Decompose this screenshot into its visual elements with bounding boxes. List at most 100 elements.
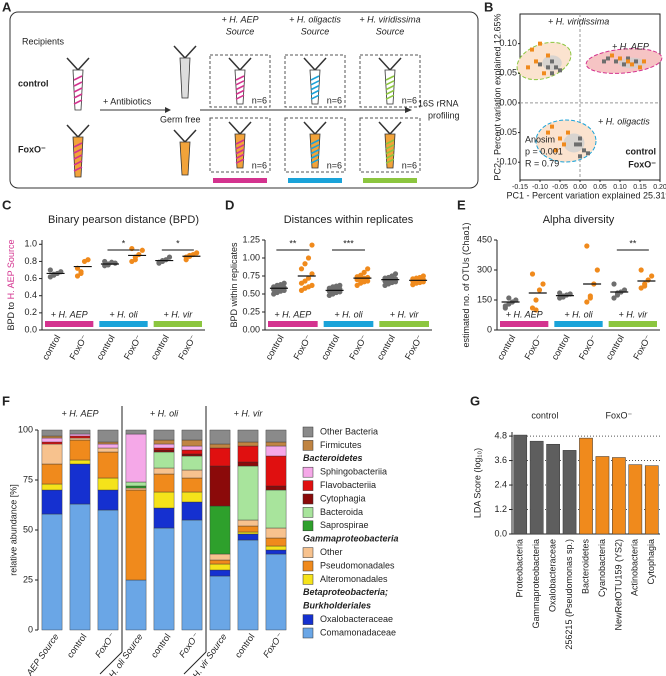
group-bar xyxy=(268,321,318,327)
bar-segment xyxy=(69,437,91,441)
bar-segment xyxy=(153,451,175,469)
bar-segment xyxy=(265,545,287,551)
point xyxy=(302,278,308,284)
bar-segment xyxy=(181,429,203,441)
bar-segment xyxy=(209,553,231,561)
arrowhead xyxy=(405,107,412,113)
annotation: + H. oligactis xyxy=(598,116,650,126)
x-tick-label: FoxO⁻ xyxy=(577,333,599,361)
hydra xyxy=(378,121,402,169)
tentacles xyxy=(66,57,90,72)
hydra-stripe xyxy=(235,153,245,160)
bar-segment xyxy=(237,539,259,631)
y-tick-label: 0.00 xyxy=(242,324,260,334)
bar-segment xyxy=(125,489,147,581)
group-box xyxy=(284,117,346,173)
hydra-stripe xyxy=(385,139,395,145)
significance-label: *** xyxy=(343,238,354,248)
legend-swatch xyxy=(302,560,314,572)
x-tick-label: control xyxy=(95,333,117,361)
point xyxy=(594,267,600,273)
point xyxy=(574,142,578,147)
legend-label: Alteromonadales xyxy=(320,574,388,584)
point xyxy=(611,281,617,287)
point xyxy=(614,290,621,296)
point xyxy=(538,62,542,67)
bar-segment xyxy=(265,553,287,631)
recipients-label: Recipients xyxy=(22,36,65,46)
legend-label: Firmicutes xyxy=(320,440,362,450)
hydra-stripe xyxy=(385,153,395,160)
n-label: n=6 xyxy=(327,160,342,170)
diagram-frame xyxy=(9,11,479,189)
bar-segment xyxy=(265,445,287,457)
y-axis-label: PC2 - Percent variation explained 12.65% xyxy=(492,13,502,180)
y-tick-label: 0.00 xyxy=(499,97,517,107)
point xyxy=(610,53,614,58)
legend-label: Comamonadaceae xyxy=(320,627,396,637)
point xyxy=(365,266,371,272)
x-tick-label: Actinobacteria xyxy=(630,539,640,596)
legend-heading: Burkholderiales xyxy=(303,601,371,611)
bar-segment xyxy=(181,439,203,447)
bar-segment xyxy=(153,429,175,441)
bar-segment xyxy=(125,579,147,631)
point xyxy=(513,297,519,303)
y-axis-label: estimated no. of OTUs (Chao1) xyxy=(461,222,471,347)
point xyxy=(558,68,562,73)
legend-heading: Gammaproteobacteria xyxy=(303,534,399,544)
point xyxy=(309,271,315,277)
tentacles xyxy=(228,57,252,72)
y-axis-label: LDA Score (log₁₀) xyxy=(472,448,482,518)
point xyxy=(365,274,371,281)
group-divider xyxy=(183,651,207,675)
hydra-stripe xyxy=(73,87,83,93)
treatment-label: + Antibiotics xyxy=(103,96,152,106)
legend-label: Other Bacteria xyxy=(320,426,378,436)
point xyxy=(305,275,312,281)
y-tick-label: 0.75 xyxy=(242,270,260,280)
hydra-stripe xyxy=(385,80,395,86)
hydra-stripe xyxy=(385,158,395,164)
point xyxy=(558,136,562,141)
hydra-stripe xyxy=(73,99,83,105)
legend-label: control xyxy=(531,410,558,420)
bar-segment xyxy=(265,537,287,547)
source-label: Source xyxy=(376,26,405,36)
point xyxy=(626,56,630,61)
group-label: + H. AEP xyxy=(274,309,311,319)
x-tick-label: -0.10 xyxy=(532,184,548,191)
point xyxy=(392,271,399,277)
x-tick-label: -0.15 xyxy=(512,184,528,191)
y-axis-label: BPD to H. AEP Source xyxy=(6,240,16,331)
legend-label: control xyxy=(626,146,657,156)
bar-segment xyxy=(41,513,63,631)
n-label: n=6 xyxy=(252,95,267,105)
x-tick-label: control xyxy=(319,333,341,361)
group-bar xyxy=(554,321,603,327)
stat-label: p = 0.001 xyxy=(525,146,563,156)
y-tick-label: 100 xyxy=(18,424,33,434)
y-tick-label: 300 xyxy=(477,264,492,274)
legend-label: FoxO⁻ xyxy=(606,410,633,420)
tentacles xyxy=(303,121,327,136)
group-label: + H. AEP xyxy=(51,309,88,319)
x-tick-label: FoxO⁻ xyxy=(93,631,117,660)
significance-label: * xyxy=(176,238,180,248)
bar xyxy=(562,450,577,535)
bar-segment xyxy=(97,443,119,449)
group-label: + H. oli xyxy=(109,309,138,319)
bar-segment xyxy=(41,489,63,515)
bar-segment xyxy=(265,441,287,447)
group-box xyxy=(209,117,271,173)
point xyxy=(506,295,512,301)
panel-label: A xyxy=(2,0,12,14)
bar-segment xyxy=(97,509,119,631)
bar-segment xyxy=(69,463,91,505)
bar-segment xyxy=(209,569,231,577)
point xyxy=(578,136,582,141)
tentacles xyxy=(173,129,197,144)
point xyxy=(542,71,546,76)
hydra-stripe xyxy=(385,94,395,100)
y-tick-label: -0.10 xyxy=(496,157,517,167)
